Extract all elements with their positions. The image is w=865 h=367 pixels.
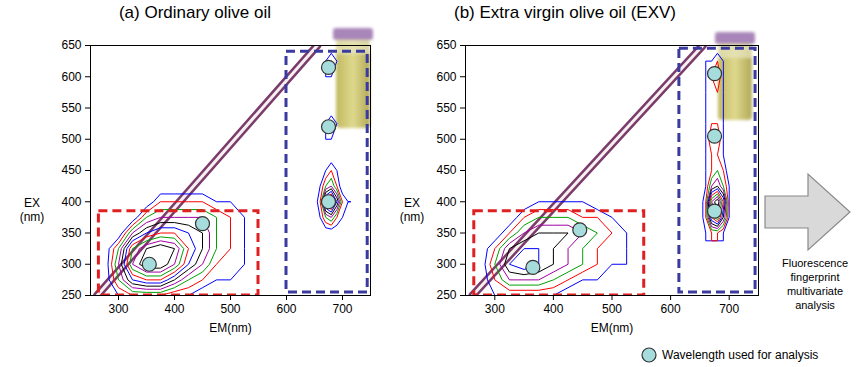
svg-text:350: 350 [61, 226, 81, 240]
svg-text:300: 300 [61, 257, 81, 271]
html-text:analysis: analysis [795, 299, 835, 311]
svg-text:250: 250 [61, 288, 81, 302]
html-text:(b) Extra virgin olive oil (EX: (b) Extra virgin olive oil (EXV) [454, 3, 676, 22]
svg-text:500: 500 [436, 132, 456, 146]
html-text:EX: EX [24, 196, 40, 210]
svg-text:EM(nm): EM(nm) [591, 321, 634, 335]
svg-text:EM(nm): EM(nm) [209, 321, 252, 335]
svg-text:650: 650 [61, 38, 81, 52]
svg-text:500: 500 [61, 132, 81, 146]
svg-text:300: 300 [108, 302, 128, 316]
svg-text:300: 300 [436, 257, 456, 271]
svg-text:600: 600 [276, 302, 296, 316]
svg-text:300: 300 [485, 302, 505, 316]
svg-text:550: 550 [436, 101, 456, 115]
svg-text:350: 350 [436, 226, 456, 240]
html-text:(a) Ordinary olive oil: (a) Ordinary olive oil [118, 3, 271, 22]
svg-text:600: 600 [661, 302, 681, 316]
svg-text:700: 700 [332, 302, 352, 316]
svg-text:400: 400 [436, 195, 456, 209]
svg-text:250: 250 [436, 288, 456, 302]
html-text:Fluorescence: Fluorescence [782, 257, 848, 269]
svg-text:400: 400 [61, 195, 81, 209]
html-text:(nm): (nm) [19, 210, 45, 224]
svg-text:550: 550 [61, 101, 81, 115]
svg-text:500: 500 [602, 302, 622, 316]
html-text:Wavelength used for analysis: Wavelength used for analysis [662, 348, 819, 362]
svg-text:650: 650 [436, 38, 456, 52]
svg-text:400: 400 [543, 302, 563, 316]
html-text:fingerprint: fingerprint [790, 271, 840, 283]
svg-text:450: 450 [61, 163, 81, 177]
svg-text:450: 450 [436, 163, 456, 177]
svg-text:600: 600 [61, 70, 81, 84]
svg-text:600: 600 [436, 70, 456, 84]
svg-text:500: 500 [220, 302, 240, 316]
html-text:EX: EX [404, 196, 420, 210]
svg-text:400: 400 [164, 302, 184, 316]
html-text:(nm): (nm) [399, 210, 425, 224]
html-text:multivariate: multivariate [786, 285, 844, 297]
svg-text:700: 700 [719, 302, 739, 316]
